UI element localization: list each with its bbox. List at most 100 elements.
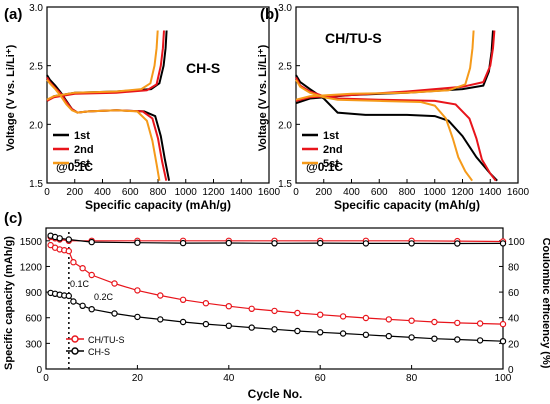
panel-c-ytick-label: 300 [25,339,42,350]
panel-c-series-CH-TU-S-point [79,265,86,272]
panel-c-series-CH-S-point [111,310,118,317]
panel-c-series-CH-S-point [431,335,438,342]
panel-b-legend-label-5st: 5st [323,158,339,170]
panel-b-series-2nd-discharge [295,76,497,182]
panel-c-xtick-label: 0 [43,373,49,384]
panel-c-series-CH-TU-S-point [271,307,278,315]
panel-c-series-CH-TU-S-point [179,296,187,303]
panel-b-title: CH/TU-S [325,30,382,46]
panel-c-series-CH-TU-S-point [248,305,255,312]
panel-c-series-CH-TU-S-point [111,280,118,287]
panel-c-series-CH-S-line [50,292,504,342]
panel-b-legend-label-2nd: 2nd [323,144,343,156]
panel-c-series-CH-S-point [79,302,86,309]
panel-b-xtick-label: 1400 [479,187,502,198]
panel-c-xtick-label: 20 [132,373,144,384]
panel-c-y2tick-label: 80 [508,262,520,273]
panel-a-series-2nd-charge [46,30,165,102]
panel-b-ytick-label: 3.0 [278,3,292,14]
panel-c-series-CH-S-point [134,313,141,321]
panel-b-label: (b) [260,6,279,23]
panel-c-series-CH-TU-S-point [88,271,95,279]
panel-c-xtick-label: 60 [315,373,327,384]
panel-c-series-CH-TU-S-point [294,309,301,317]
panel-a: (a) CH-S @0.1C Specific capacity (mAh/g)… [4,3,281,212]
panel-a-xlabel: Specific capacity (mAh/g) [85,198,231,212]
panel-c-series-CH-S-CE-point [225,239,232,247]
panel-c-ytick-label: 600 [25,314,42,325]
panel-c-series-CH-S-CE-point [56,235,63,242]
panel-c-series-CH-TU-S-point [408,317,415,324]
panel-b-xtick-label: 1600 [507,187,530,198]
panel-b-xtick-label: 200 [315,187,332,198]
panel-c-ylabel: Specific capacity (mAh/g) [3,236,15,370]
panel-c-xtick-label: 80 [406,373,418,384]
panel-c-ytick-label: 1200 [20,262,43,273]
panel-c-ytick-label: 1500 [20,237,43,248]
panel-c-series-CH-S-point [385,332,392,340]
panel-c-series-CH-TU-S-point [476,320,484,327]
panel-c-series-CH-TU-S-point [499,320,507,328]
panel-b-xtick-label: 800 [399,187,416,198]
panel-c-annotation-0.1C: 0.1C [70,279,90,289]
panel-a-ylabel: Voltage (V vs. Li/Li⁺) [5,44,17,151]
panel-c-series-CH-TU-S-point [454,319,461,327]
panel-a-xtick-label: 1600 [258,187,281,198]
panel-c-y2tick-label: 20 [508,339,520,350]
panel-c-legend-marker-CH-TU-S [71,335,79,343]
panel-b-ytick-label: 2.5 [278,62,292,73]
panel-c-y2tick-label: 40 [508,314,520,325]
panel-a-ytick-label: 1.5 [29,179,43,190]
panel-c-y2tick-label: 100 [508,237,525,248]
panel-b-xtick-label: 0 [293,187,299,198]
panel-a-ytick-label: 2.0 [29,120,43,131]
panel-c-legend-label-CH-TU-S: CH/TU-S [88,335,125,345]
panel-c-xtick-label: 40 [223,373,235,384]
panel-c-series-CH-TU-S-point [65,247,73,255]
panel-c-series-CH-S-point [294,327,301,335]
panel-c-series-CH-S-CE-point [408,240,415,247]
panel-c-y2tick-label: 0 [508,365,514,376]
panel-a-xtick-label: 1400 [230,187,253,198]
panel-c-series-CH-S-CE-point [362,240,370,247]
panel-c-ytick-label: 900 [25,288,42,299]
panel-b-ylabel: Voltage (V vs. Li/Li⁺) [257,44,269,151]
panel-c-xtick-label: 100 [495,373,512,384]
panel-c-series-CH-S-point [70,298,77,305]
panel-c-label: (c) [4,210,22,227]
panel-c-series-CH-S-point [408,334,415,341]
panel-b-ytick-label: 1.5 [278,179,292,190]
panel-c-series-CH-S-point [499,338,507,345]
panel-c-series-CH-TU-S-point [339,313,347,320]
panel-c-legend-label-CH-S: CH-S [88,347,110,357]
panel-c-series-CH-S-point [476,337,484,344]
panel-a-ytick-label: 2.5 [29,62,43,73]
panel-c-series-CH-TU-S-point [134,287,141,294]
panel-a-legend-label-5st: 5st [74,158,90,170]
panel-a-series-5st-discharge [46,79,161,181]
panel-c-series-CH-S-CE-point [179,239,187,247]
panel-c-series-CH-TU-S-point [225,303,232,310]
panel-b-xtick-label: 1000 [424,187,447,198]
panel-b-legend-label-1st: 1st [323,130,339,142]
panel-a-legend-label-1st: 1st [74,130,90,142]
panel-c-series-CH-S-CE-point [317,239,324,247]
panel-a-xtick-label: 1000 [175,187,198,198]
panel-c-series-CH-S-point [202,320,210,328]
panel-a-xtick-label: 400 [94,187,111,198]
panel-c-series-CH-S-point [454,336,461,343]
panel-c-ytick-label: 0 [36,365,42,376]
panel-b-xtick-label: 400 [343,187,360,198]
panel-c-xlabel: Cycle No. [248,387,303,401]
panel-c: (c) Cycle No. Specific capacity (mAh/g) … [3,210,550,401]
panel-a-xtick-label: 0 [44,187,50,198]
panel-c-series-CH-S-point [179,318,187,326]
panel-b-series-5st-charge [295,30,475,101]
panel-b-series-5st-discharge [295,79,474,182]
panel-a-label: (a) [4,6,22,23]
panel-c-annotation-0.2C: 0.2C [94,292,114,302]
panel-c-series-CH-TU-S-point [431,318,438,326]
panel-c-series-CH-S-point [317,329,324,336]
panel-c-series-CH-S-CE-point [65,236,73,243]
